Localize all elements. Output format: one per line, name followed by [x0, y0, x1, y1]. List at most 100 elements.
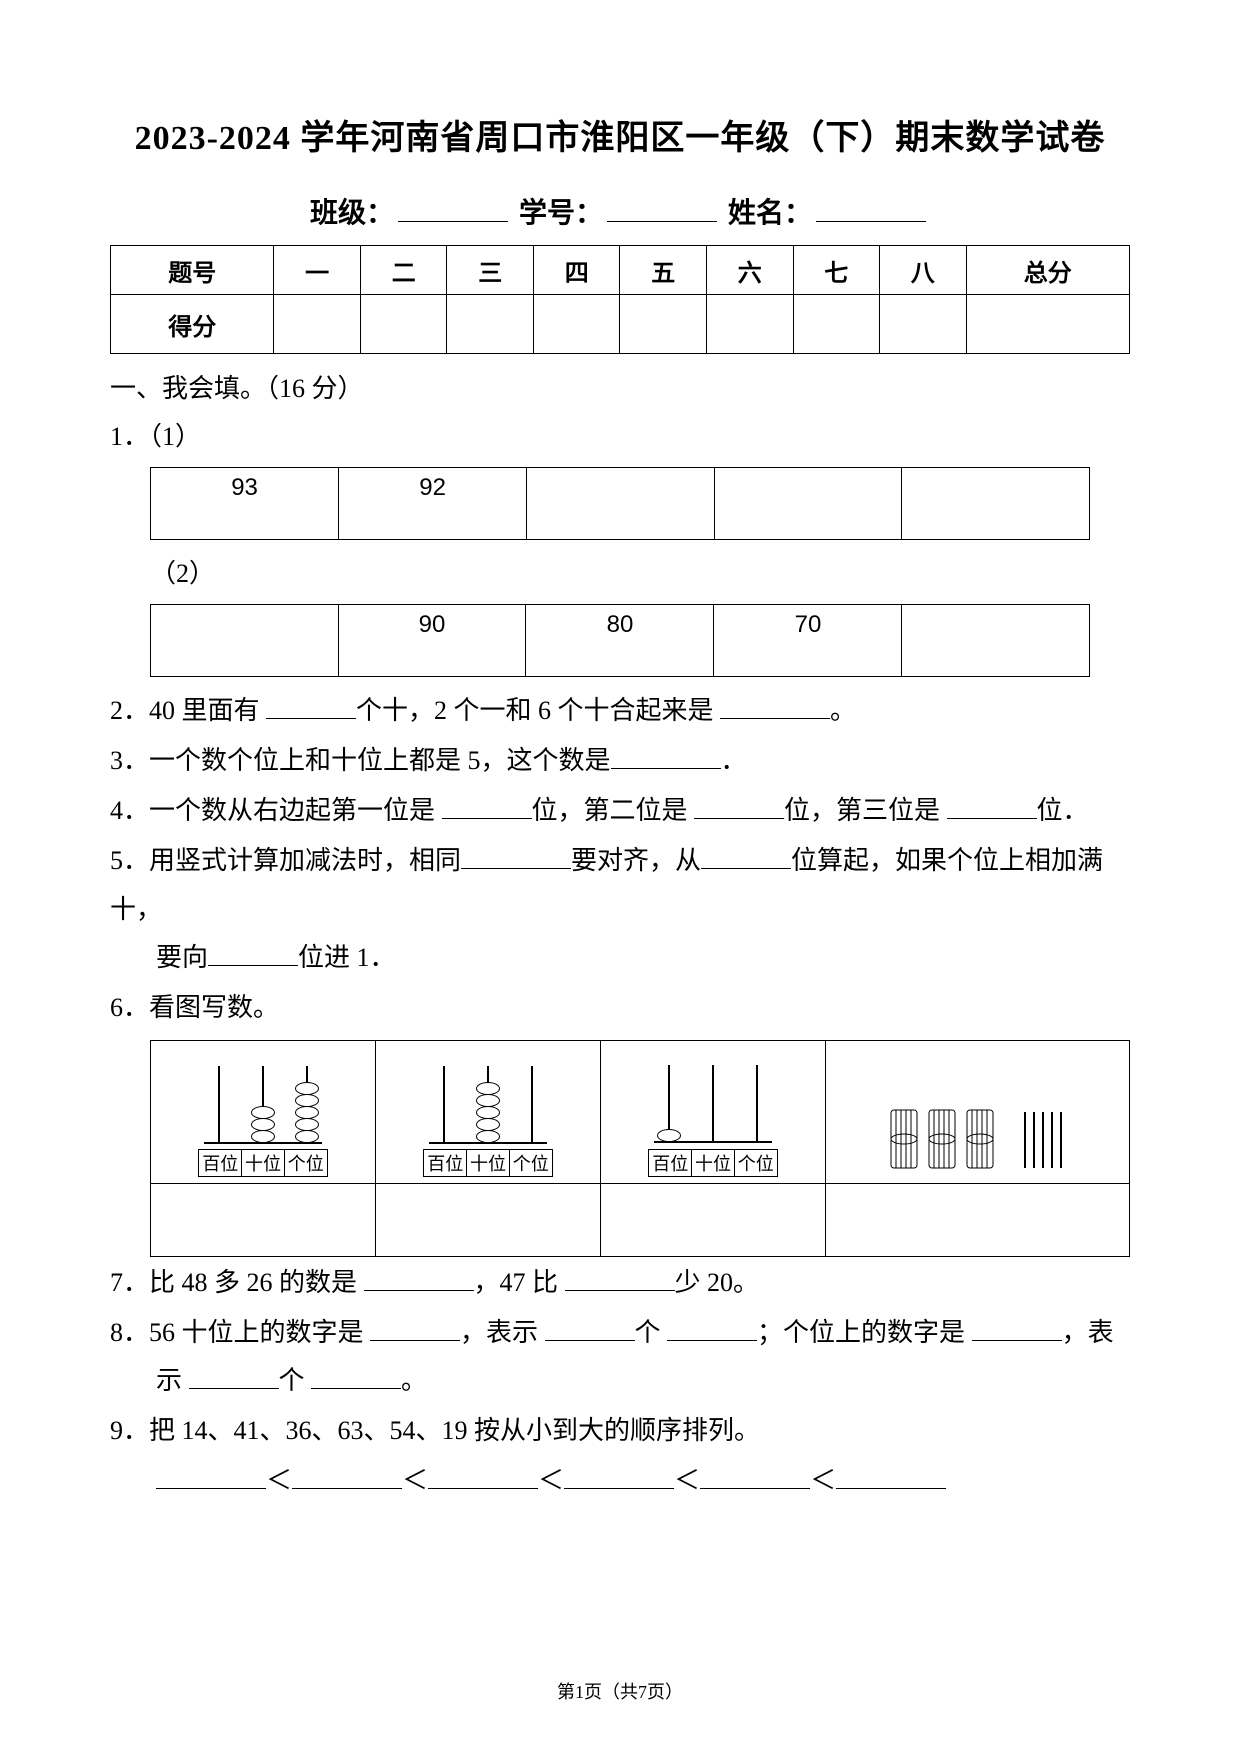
q8-b2	[545, 1320, 635, 1341]
q1r1c4	[714, 468, 902, 540]
q5-mid1: 要对齐，从	[571, 846, 701, 875]
q8-l2pre: 示	[156, 1366, 189, 1395]
q2-mid: 个十，2 个一和 6 个十合起来是	[356, 696, 720, 725]
q4-b3	[947, 798, 1037, 819]
rod-h	[204, 1056, 234, 1142]
q3-end: ．	[721, 746, 747, 775]
score-h1: 一	[274, 246, 361, 295]
q6-c4-bot	[826, 1183, 1130, 1256]
pl-t: 十位	[241, 1149, 285, 1177]
rod-t2	[473, 1056, 503, 1142]
pl-o: 个位	[284, 1149, 328, 1177]
rod-h3	[654, 1055, 684, 1141]
exam-title: 2023-2024 学年河南省周口市淮阳区一年级（下）期末数学试卷	[110, 110, 1130, 159]
q8-l2end: 。	[401, 1366, 427, 1395]
q8-b5	[189, 1368, 279, 1389]
q2-blank1	[266, 698, 356, 719]
q5-pre: 5．用竖式计算加减法时，相同	[110, 846, 461, 875]
q9-lt2: ＜	[402, 1466, 428, 1495]
bundle-icon	[965, 1106, 999, 1172]
q3-blank	[611, 748, 721, 769]
q7-pre: 7．比 48 多 26 的数是	[110, 1268, 364, 1297]
tens-bundles	[889, 1106, 999, 1172]
bundle-icon	[889, 1106, 923, 1172]
abacus-2: 百位十位个位	[423, 1056, 552, 1177]
q9-b1	[156, 1468, 266, 1489]
q1r2c2: 90	[338, 605, 526, 677]
q1r2c4: 70	[714, 605, 902, 677]
score-cell-8	[880, 295, 967, 354]
pl-h2: 百位	[423, 1149, 467, 1177]
q5-l2end: 位进 1．	[298, 943, 396, 972]
rod-o3	[742, 1055, 772, 1141]
q9-indent: ＜＜＜＜＜	[110, 1457, 946, 1505]
q9-b4	[564, 1468, 674, 1489]
q6-c2-bot	[376, 1183, 601, 1256]
pl-t3: 十位	[691, 1149, 735, 1177]
q8: 8．56 十位上的数字是 ，表示 个 ；个位上的数字是 ，表 示 个 。	[110, 1309, 1130, 1405]
q4: 4．一个数从右边起第一位是 位，第二位是 位，第三位是 位．	[110, 787, 1130, 835]
q1r1c2: 92	[339, 468, 527, 540]
pl-o3: 个位	[734, 1149, 778, 1177]
name-label: 姓名：	[728, 198, 812, 229]
ones-sticks	[1021, 1106, 1067, 1172]
pl-t2: 十位	[466, 1149, 510, 1177]
score-cell-6	[707, 295, 794, 354]
q8-d: ，表	[1062, 1318, 1114, 1347]
q2: 2．40 里面有 个十，2 个一和 6 个十合起来是 。	[110, 687, 1130, 735]
score-table: 题号 一 二 三 四 五 六 七 八 总分 得分	[110, 245, 1130, 354]
q8-b1	[370, 1320, 460, 1341]
q1-label: 1．（1）	[110, 413, 1130, 461]
q5-b1	[461, 848, 571, 869]
score-cell-5	[620, 295, 707, 354]
q1-sub2-label: （2）	[110, 550, 1130, 598]
q7-end: 少 20。	[675, 1268, 760, 1297]
score-row-label: 得分	[111, 295, 274, 354]
class-label: 班级：	[310, 198, 394, 229]
score-cell-3	[447, 295, 534, 354]
q1-row1-table: 93 92	[150, 467, 1090, 540]
rod-o2	[517, 1056, 547, 1142]
score-cell-2	[360, 295, 447, 354]
rod-t	[248, 1056, 278, 1142]
q8-b4	[972, 1320, 1062, 1341]
q7-mid: ，47 比	[474, 1268, 565, 1297]
q4-end: 位．	[1037, 796, 1089, 825]
sticks-icon	[1021, 1106, 1067, 1172]
q9-b3	[428, 1468, 538, 1489]
id-blank	[607, 199, 717, 222]
section1-heading: 一、我会填。（16 分）	[110, 368, 1130, 405]
score-h6: 六	[707, 246, 794, 295]
q9-lt1: ＜	[266, 1466, 292, 1495]
q6-c3-top: 百位十位个位	[601, 1040, 826, 1183]
q9-answer: ＜＜＜＜＜	[110, 1457, 1130, 1505]
pl-h3: 百位	[648, 1149, 692, 1177]
pl-o2: 个位	[509, 1149, 553, 1177]
q8-b3	[667, 1320, 757, 1341]
q6-c1-top: 百位十位个位	[151, 1040, 376, 1183]
score-cell-4	[533, 295, 620, 354]
q5-b3	[208, 945, 298, 966]
q8-l2mid: 个	[279, 1366, 312, 1395]
rod-o	[292, 1056, 322, 1142]
q1r1c1: 93	[151, 468, 339, 540]
score-cell-1	[274, 295, 361, 354]
q4-mid2: 位，第三位是	[784, 796, 947, 825]
pl-h: 百位	[198, 1149, 242, 1177]
q8-pre: 8．56 十位上的数字是	[110, 1318, 370, 1347]
q8-b: 个	[635, 1318, 668, 1347]
score-h4: 四	[533, 246, 620, 295]
page-footer: 第1页（共7页）	[0, 1678, 1240, 1704]
q6-label: 6．看图写数。	[110, 984, 1130, 1032]
q6-c2-top: 百位十位个位	[376, 1040, 601, 1183]
q7-b2	[565, 1270, 675, 1291]
score-cell-9	[966, 295, 1129, 354]
score-cell-7	[793, 295, 880, 354]
q4-b2	[694, 798, 784, 819]
q9-b6	[836, 1468, 946, 1489]
name-blank	[816, 199, 926, 222]
score-value-row: 得分	[111, 295, 1130, 354]
q5-indent: 要向位进 1．	[110, 934, 396, 982]
q6-table: 百位十位个位 百位十位个位	[150, 1040, 1130, 1257]
q2-pre: 2．40 里面有	[110, 696, 266, 725]
